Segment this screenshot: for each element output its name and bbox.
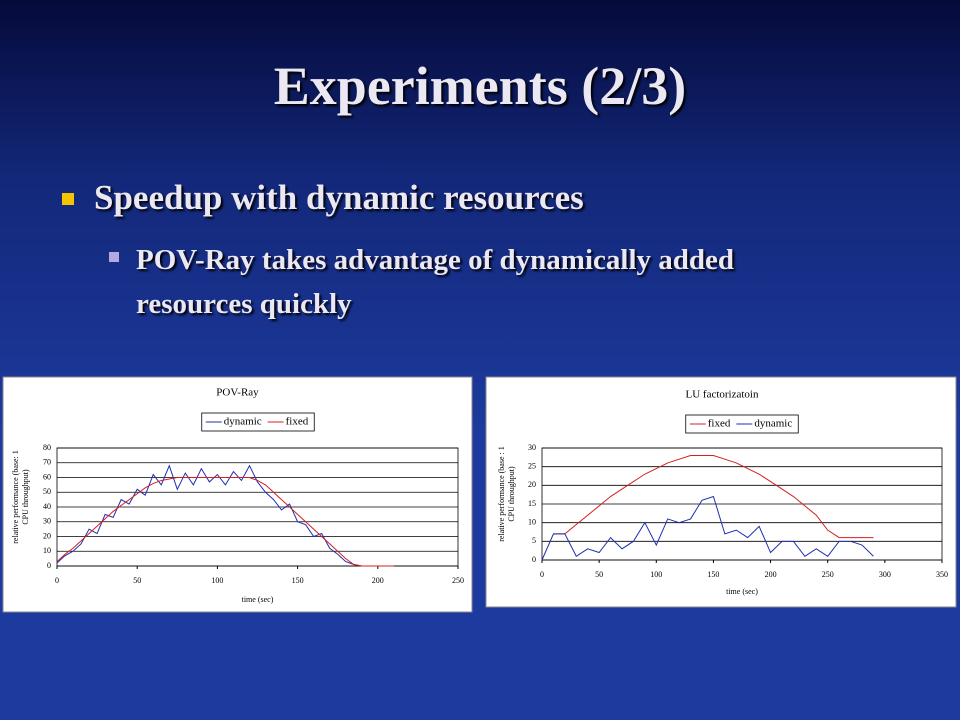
x-tick-label: 50 [133,576,141,585]
y-tick-label: 10 [43,546,51,555]
data-line [541,495,874,561]
y-tick-label: 25 [528,461,536,470]
data-line [553,454,874,539]
chart-background [2,376,473,613]
y-axis-label: relative performance (base : 1 [497,446,506,542]
x-tick-label: 200 [372,576,384,585]
y-axis-label: CPU throughput) [507,466,516,522]
x-tick-label: 100 [211,576,223,585]
data-line [56,464,394,567]
y-tick-label: 20 [528,480,536,489]
x-tick-label: 350 [936,570,948,579]
y-tick-label: 0 [532,555,536,564]
legend-label: dynamic [224,416,262,428]
y-tick-label: 15 [528,499,536,508]
y-tick-label: 60 [43,472,51,481]
legend: fixed dynamic [685,414,799,434]
y-tick-label: 30 [43,517,51,526]
legend-frame [201,412,315,432]
plot-frame [541,447,943,561]
x-tick-label: 50 [595,570,603,579]
x-tick-label: 200 [765,570,777,579]
y-tick-label: 80 [43,443,51,452]
y-tick-label: 70 [43,458,51,467]
chart-title: LU factorizatoin [686,389,759,401]
y-tick-label: 10 [528,517,536,526]
legend-label: fixed [708,418,731,430]
y-tick-label: 40 [43,502,51,511]
x-tick-label: 150 [292,576,304,585]
x-tick-label: 150 [707,570,719,579]
legend-label: dynamic [754,418,792,430]
x-tick-label: 250 [452,576,464,585]
bullet: Speedup with dynamic resources [94,178,584,217]
y-tick-label: 5 [532,536,536,545]
y-tick-label: 0 [47,561,51,570]
x-axis-label: time (sec) [726,587,758,596]
x-tick-label: 100 [650,570,662,579]
y-axis-label: CPU throughput) [21,469,30,525]
slide-title: Experiments (2/3) [273,56,687,116]
y-tick-label: 30 [528,443,536,452]
chart-title: POV-Ray [216,387,259,399]
x-tick-label: 250 [822,570,834,579]
x-tick-label: 0 [55,576,59,585]
plot-frame [56,447,459,567]
x-axis-label: time (sec) [242,595,274,604]
y-tick-label: 50 [43,487,51,496]
bullet-marker [62,193,74,205]
legend: dynamic fixed [201,412,315,432]
x-tick-label: 0 [540,570,544,579]
sub-bullet-marker [109,252,119,262]
y-axis-label: relative performance (base: 1 [11,450,20,544]
legend-label: fixed [286,416,309,428]
y-tick-label: 20 [43,531,51,540]
sub-bullet: POV-Ray takes advantage of dynamically a… [136,244,735,320]
data-line [56,477,394,567]
x-tick-label: 300 [879,570,891,579]
